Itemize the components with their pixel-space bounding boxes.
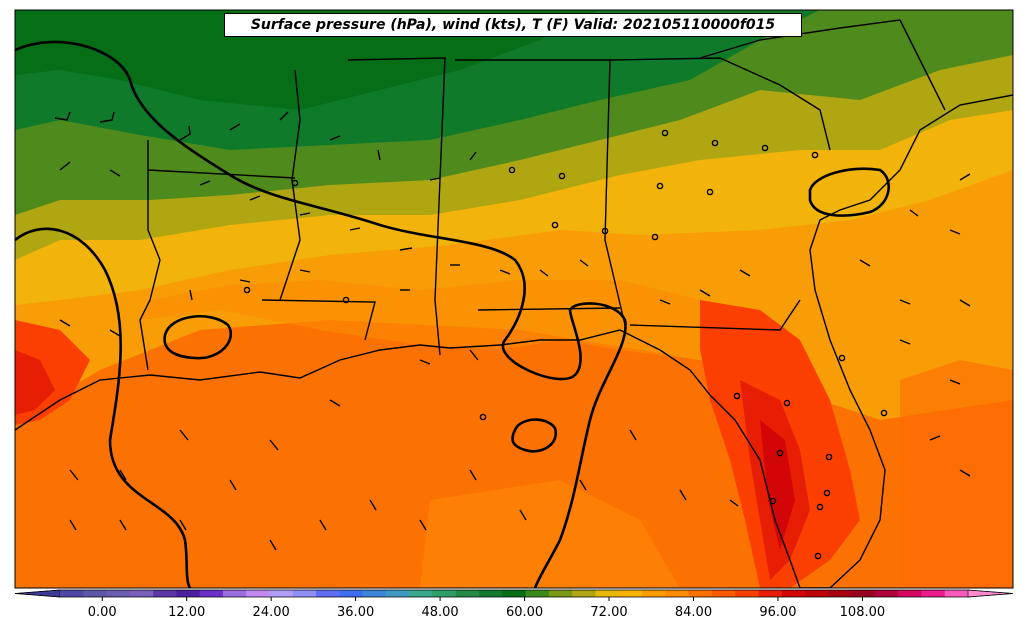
colorbar-segment [642, 590, 666, 597]
calm-wind-markers [243, 129, 888, 560]
colorbar-segment [222, 590, 247, 597]
colorbar-tick-label: 96.00 [759, 605, 796, 620]
colorbar-tick-label: 60.00 [506, 605, 543, 620]
colorbar-segment [944, 590, 969, 597]
colorbar-segment [153, 590, 177, 597]
colorbar-tick-label: 24.00 [253, 605, 290, 620]
colorbar-segment [362, 590, 387, 597]
colorbar-segment [688, 590, 713, 597]
colorbar-segment [805, 590, 829, 597]
colorbar-segment [828, 590, 852, 597]
colorbar-extend-min [14, 589, 61, 598]
state-and-coast-boundaries [15, 19, 1013, 588]
colorbar-segment [246, 590, 270, 597]
colorbar-segment [176, 590, 201, 597]
colorbar-tick-label: 0.00 [88, 605, 117, 620]
colorbar-segment [502, 590, 527, 597]
colorbar-segment [269, 590, 294, 597]
map-border [14, 9, 1014, 589]
colorbar-segment [735, 590, 759, 597]
colorbar-segment [292, 590, 317, 597]
colorbar-segment [385, 590, 410, 597]
colorbar-tick-label: 48.00 [421, 605, 458, 620]
colorbar-segment [548, 590, 573, 597]
colorbar-segment [665, 590, 690, 597]
colorbar-segment [711, 590, 736, 597]
colorbar-segment [432, 590, 457, 597]
colorbar-segment [129, 590, 154, 597]
colorbar-segment [595, 590, 620, 597]
colorbar-segment [316, 590, 340, 597]
colorbar-tick-label: 12.00 [168, 605, 205, 620]
colorbar-segment [339, 590, 364, 597]
colorbar-segment [199, 590, 224, 597]
figure-title: Surface pressure (hPa), wind (kts), T (F… [224, 13, 802, 37]
colorbar-segment [525, 590, 550, 597]
colorbar-segment [572, 590, 596, 597]
colorbar-segment [898, 590, 922, 597]
colorbar-segment [60, 590, 84, 597]
colorbar: 0.00 12.00 24.00 36.00 48.00 60.00 72.00 84.00 9… [14, 589, 1014, 620]
colorbar-segment [479, 590, 503, 597]
colorbar-segment [83, 590, 107, 597]
temperature-field [15, 10, 1013, 588]
colorbar-tick-label: 108.00 [840, 605, 886, 620]
colorbar-outline [14, 589, 1014, 598]
colorbar-segment [455, 590, 480, 597]
colorbar-segment [618, 590, 643, 597]
isobars [15, 40, 890, 588]
colorbar-extend-max [967, 589, 1014, 598]
colorbar-segment [409, 590, 433, 597]
colorbar-segment [758, 590, 783, 597]
colorbar-tick-label: 36.00 [337, 605, 374, 620]
colorbar-segment [781, 590, 806, 597]
wind-barbs [54, 111, 971, 551]
colorbar-segment [874, 590, 899, 597]
colorbar-tick-label: 72.00 [590, 605, 627, 620]
colorbar-tick-label: 84.00 [675, 605, 712, 620]
colorbar-segment [851, 590, 876, 597]
colorbar-segment [106, 590, 131, 597]
colorbar-segment [921, 590, 946, 597]
